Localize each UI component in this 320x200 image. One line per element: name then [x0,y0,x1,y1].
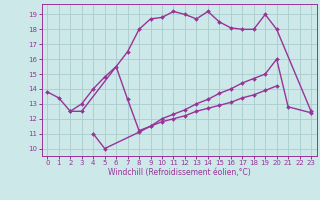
X-axis label: Windchill (Refroidissement éolien,°C): Windchill (Refroidissement éolien,°C) [108,168,251,177]
